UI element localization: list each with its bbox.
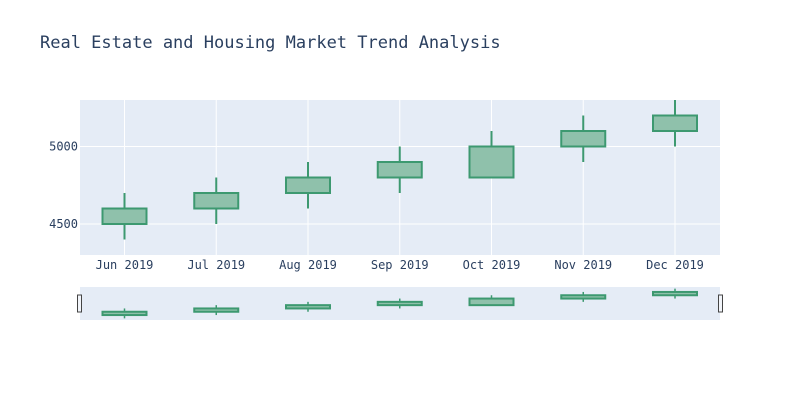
candle-body [468,145,515,179]
candle-body [193,192,240,210]
candle[interactable] [560,115,607,163]
mini-candle-body [285,304,331,310]
candle-body [560,130,607,148]
mini-candle-body [560,294,607,300]
mini-candle-body [652,290,698,297]
x-tick-label: Sep 2019 [371,258,429,272]
range-slider-right-handle[interactable] [718,294,723,313]
candle-body [376,161,423,179]
candle[interactable] [285,162,331,209]
x-tick-label: Jul 2019 [187,258,245,272]
x-tick-label: Nov 2019 [554,258,612,272]
x-axis-ticks: Jun 2019 Jul 2019 Aug 2019 Sep 2019 Oct 2019… [96,258,704,272]
y-tick-label: 4500 [49,217,78,231]
candle-layer [101,100,698,240]
candle-body [101,207,148,225]
mini-candle [101,308,148,319]
candle[interactable] [101,193,148,240]
y-tick-label: 5000 [49,140,78,154]
x-tick-label: Oct 2019 [463,258,521,272]
chart-title: Real Estate and Housing Market Trend Ana… [40,33,501,53]
mini-candle [285,301,331,312]
mini-candle-body [468,297,515,307]
range-slider-left-handle[interactable] [77,294,82,313]
range-slider-candles [101,288,698,319]
x-tick-label: Dec 2019 [646,258,704,272]
mini-candle [376,298,423,309]
candle[interactable] [376,146,423,194]
candle-body [652,114,698,132]
mini-candle [468,295,515,307]
candle[interactable] [652,100,698,147]
mini-candle-body [376,300,423,307]
mini-candle [193,305,240,316]
candle[interactable] [193,177,240,225]
x-tick-label: Jun 2019 [96,258,154,272]
y-axis-ticks: 4500 5000 [49,140,78,232]
candle[interactable] [468,131,515,179]
mini-candle-body [193,307,240,313]
candle-body [285,176,331,194]
mini-candle-body [101,310,148,317]
x-tick-label: Aug 2019 [279,258,337,272]
mini-candle [652,288,698,299]
mini-candle [560,291,607,302]
